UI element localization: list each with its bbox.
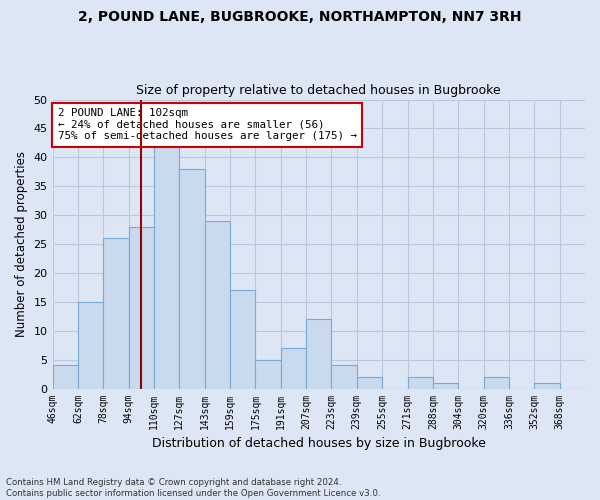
Title: Size of property relative to detached houses in Bugbrooke: Size of property relative to detached ho… [136,84,501,97]
Bar [103,238,128,388]
Bar [53,366,78,388]
Bar [357,377,382,388]
Bar [534,383,560,388]
Y-axis label: Number of detached properties: Number of detached properties [15,151,28,337]
Bar [78,302,103,388]
Bar [484,377,509,388]
Bar [205,221,230,388]
Bar [256,360,281,388]
X-axis label: Distribution of detached houses by size in Bugbrooke: Distribution of detached houses by size … [152,437,486,450]
Bar [128,226,154,388]
Bar [281,348,306,389]
Bar [230,290,256,388]
Bar [179,169,205,388]
Bar [306,319,331,388]
Text: 2, POUND LANE, BUGBROOKE, NORTHAMPTON, NN7 3RH: 2, POUND LANE, BUGBROOKE, NORTHAMPTON, N… [78,10,522,24]
Text: 2 POUND LANE: 102sqm
← 24% of detached houses are smaller (56)
75% of semi-detac: 2 POUND LANE: 102sqm ← 24% of detached h… [58,108,357,142]
Bar [154,146,179,388]
Bar [407,377,433,388]
Text: Contains HM Land Registry data © Crown copyright and database right 2024.
Contai: Contains HM Land Registry data © Crown c… [6,478,380,498]
Bar [433,383,458,388]
Bar [331,366,357,388]
